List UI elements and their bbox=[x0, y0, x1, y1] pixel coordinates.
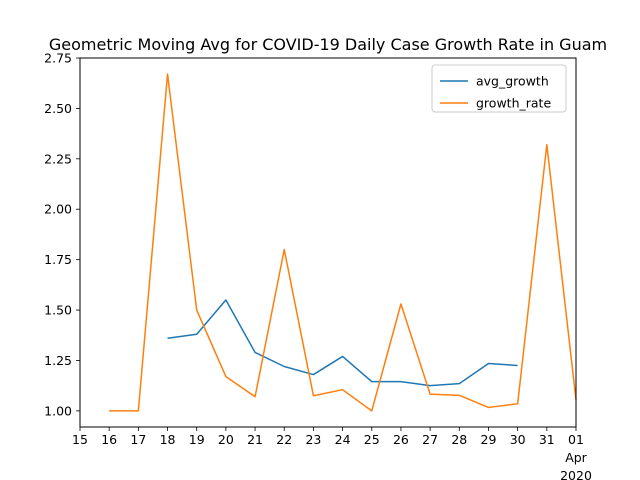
y-tick-label: 1.25 bbox=[44, 353, 72, 368]
chart-title: Geometric Moving Avg for COVID-19 Daily … bbox=[49, 35, 607, 54]
legend: avg_growth growth_rate bbox=[431, 64, 567, 113]
x-tick-label: 23 bbox=[305, 432, 321, 447]
y-tick-label: 2.25 bbox=[44, 151, 72, 166]
x-tick-label: 31 bbox=[539, 432, 555, 447]
x-tick-sublabel: Apr bbox=[565, 450, 587, 465]
series-avg_growth bbox=[167, 299, 518, 387]
y-tick-label: 2.00 bbox=[44, 202, 72, 217]
x-tick-label: 01 bbox=[568, 432, 584, 447]
plot-frame bbox=[79, 57, 577, 428]
series-line-avg_growth bbox=[167, 299, 518, 387]
plot-lines bbox=[109, 73, 577, 412]
y-tick-label: 1.50 bbox=[44, 303, 72, 318]
y-tick-label: 2.75 bbox=[44, 51, 72, 66]
y-tick-label: 2.50 bbox=[44, 101, 72, 116]
x-tick-label: 21 bbox=[247, 432, 263, 447]
y-tick-label: 1.00 bbox=[44, 403, 72, 418]
x-tick-label: 28 bbox=[451, 432, 467, 447]
x-tick-sublabel: 2020 bbox=[560, 468, 592, 480]
x-tick-label: 19 bbox=[189, 432, 205, 447]
x-tick-label: 22 bbox=[276, 432, 292, 447]
y-tick-label: 1.75 bbox=[44, 252, 72, 267]
legend-label-avg_growth: avg_growth bbox=[476, 74, 549, 89]
x-axis: 15 16 17 18 19 20 21 22 23 24 25 26 27 28 29 30 31 01 Apr 2… bbox=[72, 427, 592, 480]
x-tick-label: 29 bbox=[481, 432, 497, 447]
x-tick-label: 26 bbox=[393, 432, 409, 447]
series-growth_rate bbox=[109, 73, 577, 412]
x-tick-label: 16 bbox=[101, 432, 117, 447]
x-tick-label: 20 bbox=[218, 432, 234, 447]
x-tick-label: 24 bbox=[335, 432, 351, 447]
x-tick-label: 25 bbox=[364, 432, 380, 447]
series-line-growth_rate bbox=[109, 73, 577, 412]
x-tick-label: 15 bbox=[72, 432, 88, 447]
legend-box bbox=[431, 64, 567, 113]
y-axis: 1.00 1.25 1.50 1.75 2.00 2.25 2.50 2.75 bbox=[44, 51, 80, 418]
legend-label-growth_rate: growth_rate bbox=[476, 96, 551, 111]
x-tick-label: 17 bbox=[130, 432, 146, 447]
x-tick-label: 27 bbox=[422, 432, 438, 447]
x-tick-label: 18 bbox=[160, 432, 176, 447]
x-tick-label: 30 bbox=[510, 432, 526, 447]
